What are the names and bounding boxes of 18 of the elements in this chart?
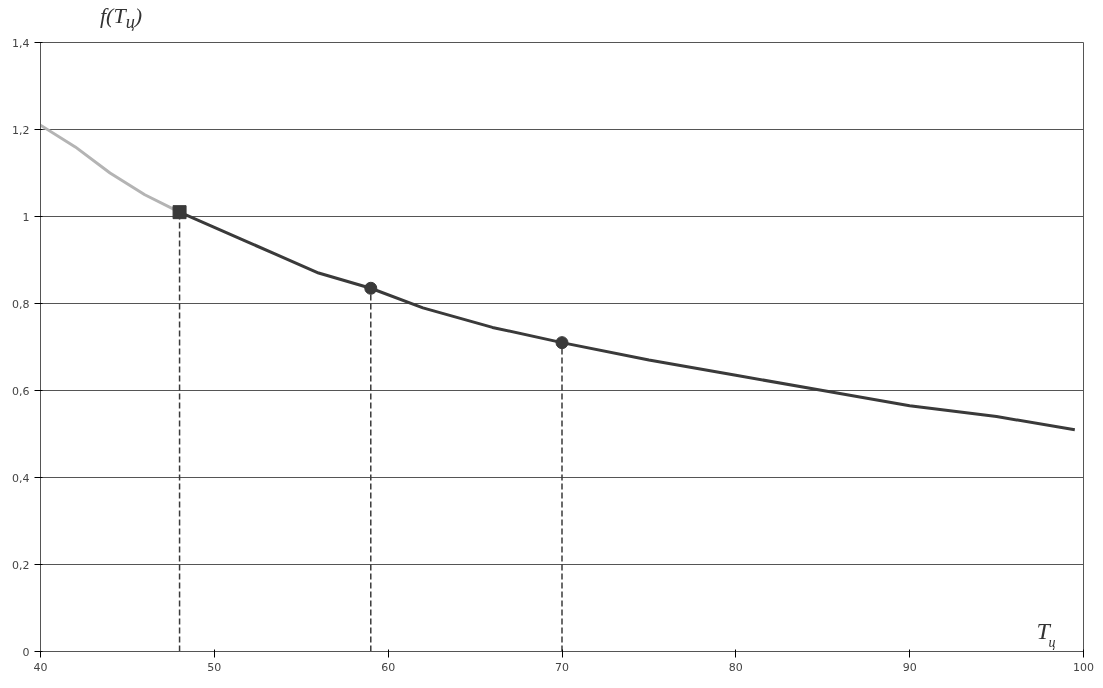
x-tick-label: 100 [1073,660,1094,674]
x-tick-label: 70 [555,660,569,674]
y-tick-label: 0,4 [12,471,30,485]
y-tick-label: 1,4 [12,36,30,50]
x-tick-label: 40 [33,660,48,674]
y-tick-label: 1 [22,210,30,224]
point [364,281,378,295]
x-tick-label: 80 [728,660,743,674]
x-tick-label: 90 [902,660,917,674]
y-tick-label: 0,6 [12,384,30,398]
y-tick-label: 0,2 [12,558,30,572]
x-tick-label: 50 [207,660,222,674]
y-tick-label: 0 [22,645,30,659]
point [555,336,569,350]
y-tick-label: 1,2 [12,123,30,137]
x-tick-label: 60 [381,660,396,674]
y-tick-label: 0,8 [12,297,30,311]
point [172,205,187,220]
